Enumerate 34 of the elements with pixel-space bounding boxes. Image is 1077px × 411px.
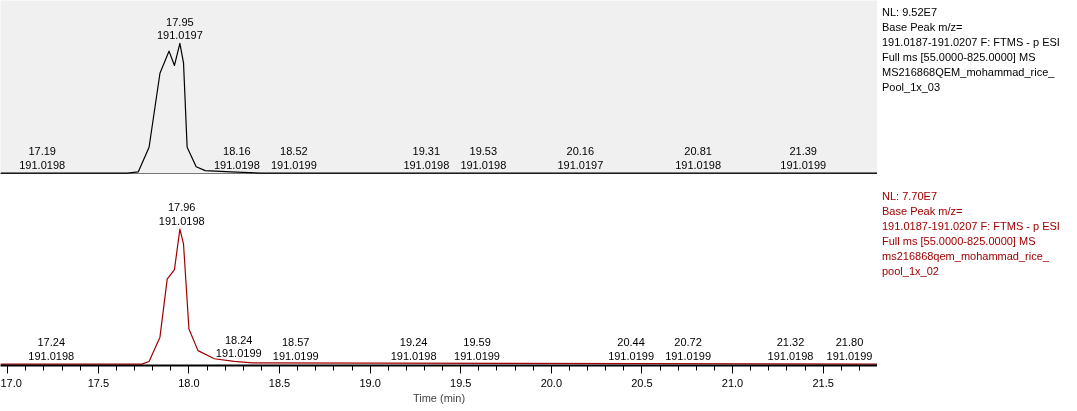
text: Base Peak m/z= 191.0187-191.0207 F: FTMS - p ESI Full ms [55.0000-825.0000] MS MS216868QEM_mohammad_rice_ Pool_1x_03 [882,21,1060,93]
annotation: 18.16 191.0198 [213,145,260,172]
annotation: 18.52 191.0199 [270,145,317,172]
annotation: 21.80 191.0199 [826,336,873,363]
annotation: 17.96 191.0198 [158,201,205,228]
x-tick-label: 19.5 [450,376,472,389]
x-axis-title: Time (min) [412,391,466,404]
annotation: 18.24 191.0199 [215,333,262,360]
x-tick-label: 17.5 [87,376,110,389]
x-tick-label: 17.0 [0,376,22,389]
annotation: 19.59 191.0199 [454,336,500,363]
annotation: 19.24 191.0198 [390,336,437,363]
annotation: 18.57 191.0199 [272,336,319,363]
x-tick-label: 18.5 [268,376,291,389]
annotation: 19.53 191.0198 [460,145,507,172]
annotation: 19.31 191.0198 [403,145,450,172]
annotation: 17.24 191.0198 [28,336,75,363]
annotation: 21.39 191.0199 [780,145,827,172]
annotation: 21.32 191.0198 [767,336,814,363]
x-tick-label: 21.0 [721,376,744,389]
x-tick-label: 20.0 [540,376,563,389]
annotation: 20.16 191.0197 [557,145,604,172]
annotation: 20.72 191.0199 [665,336,712,363]
annotation: 20.44 191.0199 [608,336,655,363]
annotation: 17.19 191.0198 [19,145,66,172]
x-tick-label: 18.0 [178,376,200,389]
annotation: 20.81 191.0198 [675,145,722,172]
text: NL: 7.70E7 [882,190,938,202]
text: Base Peak m/z= 191.0187-191.0207 F: FTMS - p ESI Full ms [55.0000-825.0000] MS ms216868qem_mohammad_rice_ pool_1x_02 [882,205,1060,277]
x-tick-label: 21.5 [812,376,834,389]
x-tick-label: 20.5 [631,376,653,389]
x-tick-label: 19.0 [359,376,381,389]
annotation: 17.95 191.0197 [156,15,203,42]
text: NL: 9.52E7 [882,6,938,18]
